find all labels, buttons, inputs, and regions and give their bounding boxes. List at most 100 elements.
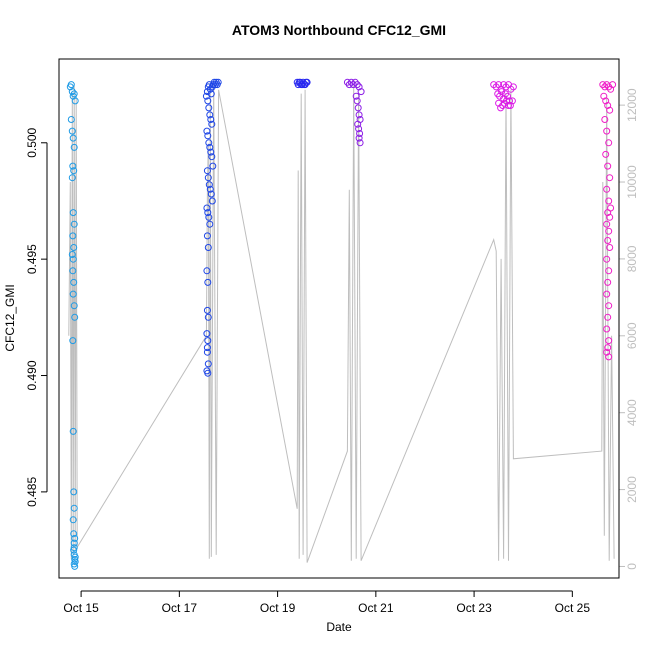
data-point-series-6 <box>605 267 613 275</box>
data-point-series-3 <box>298 81 306 89</box>
y-tick-label: 0.500 <box>25 127 39 157</box>
data-point-series-1 <box>69 337 77 345</box>
data-point-series-4 <box>343 78 351 86</box>
data-point-series-6 <box>606 106 614 114</box>
data-point-series-5 <box>494 90 502 98</box>
data-point-series-6 <box>606 213 614 221</box>
data-point-series-1 <box>71 534 79 542</box>
data-point-series-2 <box>208 120 216 128</box>
right-tick-label: 2000 <box>625 476 639 503</box>
data-point-series-1 <box>69 134 77 142</box>
right-tick-label: 0 <box>625 563 639 570</box>
data-point-series-6 <box>601 116 609 123</box>
data-point-series-2 <box>205 104 213 112</box>
right-tick-label: 8000 <box>625 245 639 272</box>
data-point-series-6 <box>605 227 613 235</box>
data-point-series-6 <box>604 344 612 352</box>
x-tick-label: Oct 17 <box>162 601 198 615</box>
data-point-series-5 <box>504 92 511 100</box>
data-point-series-2 <box>203 167 211 175</box>
data-point-series-6 <box>604 313 612 321</box>
data-point-series-1 <box>69 516 77 524</box>
plot-frame <box>58 58 620 579</box>
data-point-series-5 <box>500 81 508 89</box>
data-point-series-4 <box>347 78 355 86</box>
data-point-series-2 <box>203 127 211 135</box>
y-tick-label: 0.495 <box>25 244 39 274</box>
data-point-series-2 <box>203 306 211 314</box>
data-point-series-6 <box>605 353 613 361</box>
x-tick-label: Oct 23 <box>456 601 492 615</box>
data-point-series-4 <box>356 130 364 137</box>
axes-layer: Oct 15 Oct 17 Oct 19 Oct 21 Oct 23 Oct 25 0.48… <box>25 88 639 615</box>
right-tick-label: 10000 <box>625 165 639 199</box>
data-point-series-1 <box>71 562 79 570</box>
data-point-series-1 <box>69 427 77 435</box>
data-point-series-4 <box>349 81 357 89</box>
data-point-series-1 <box>70 504 78 512</box>
data-point-series-6 <box>605 197 613 205</box>
points-layer <box>66 78 617 570</box>
data-point-series-2 <box>203 344 211 352</box>
data-point-series-2 <box>207 148 215 156</box>
y-axis-label: CFC12_GMI <box>3 284 17 351</box>
data-point-series-4 <box>352 92 360 100</box>
data-point-series-2 <box>204 97 212 105</box>
data-point-series-1 <box>70 302 78 310</box>
data-point-series-1 <box>70 539 78 547</box>
data-point-series-2 <box>206 111 214 119</box>
data-point-series-2 <box>203 330 211 338</box>
data-point-series-6 <box>604 209 612 217</box>
data-point-series-2 <box>204 313 212 321</box>
data-point-series-6 <box>603 290 611 298</box>
data-point-series-4 <box>353 81 361 89</box>
data-point-series-4 <box>353 97 361 105</box>
data-point-series-1 <box>68 127 76 135</box>
data-point-series-6 <box>606 244 614 251</box>
data-point-series-1 <box>70 143 78 151</box>
data-point-series-5 <box>505 102 512 109</box>
data-point-series-2 <box>204 278 212 286</box>
data-point-series-1 <box>69 232 77 240</box>
data-point-series-1 <box>71 553 79 561</box>
data-point-series-6 <box>604 102 612 109</box>
data-point-series-6 <box>604 237 612 244</box>
data-point-series-1 <box>67 81 75 89</box>
data-point-series-1 <box>69 162 77 170</box>
data-point-series-4 <box>357 88 365 96</box>
data-point-series-6 <box>600 92 608 100</box>
x-tick-label: Oct 21 <box>358 601 394 615</box>
data-point-series-6 <box>603 127 611 135</box>
data-point-series-2 <box>205 181 213 189</box>
data-point-series-1 <box>69 255 77 263</box>
data-point-series-2 <box>208 153 216 161</box>
altitude-line <box>68 85 615 563</box>
data-point-series-4 <box>355 111 363 119</box>
data-point-series-1 <box>69 209 77 217</box>
data-point-series-6 <box>605 337 613 345</box>
data-point-series-2 <box>206 143 214 151</box>
data-point-series-1 <box>71 97 79 105</box>
data-point-series-6 <box>605 302 613 310</box>
data-point-series-2 <box>209 162 217 170</box>
data-point-series-1 <box>67 116 75 123</box>
data-point-series-1 <box>68 251 76 258</box>
data-point-series-6 <box>602 97 610 105</box>
data-point-series-6 <box>601 83 609 91</box>
data-point-series-2 <box>203 232 211 240</box>
data-point-series-2 <box>204 244 212 251</box>
data-point-series-6 <box>603 325 611 333</box>
data-point-series-6 <box>602 150 610 158</box>
data-point-series-2 <box>203 348 211 356</box>
altitude-layer <box>68 85 615 563</box>
data-point-series-1 <box>70 90 78 98</box>
data-point-series-2 <box>208 197 216 205</box>
data-point-series-6 <box>603 220 611 228</box>
x-axis-label: Date <box>326 620 352 634</box>
data-point-series-2 <box>204 132 212 140</box>
data-point-series-1 <box>70 544 78 552</box>
right-tick-label: 6000 <box>625 322 639 349</box>
data-point-series-1 <box>69 290 77 298</box>
data-point-series-1 <box>70 488 78 496</box>
